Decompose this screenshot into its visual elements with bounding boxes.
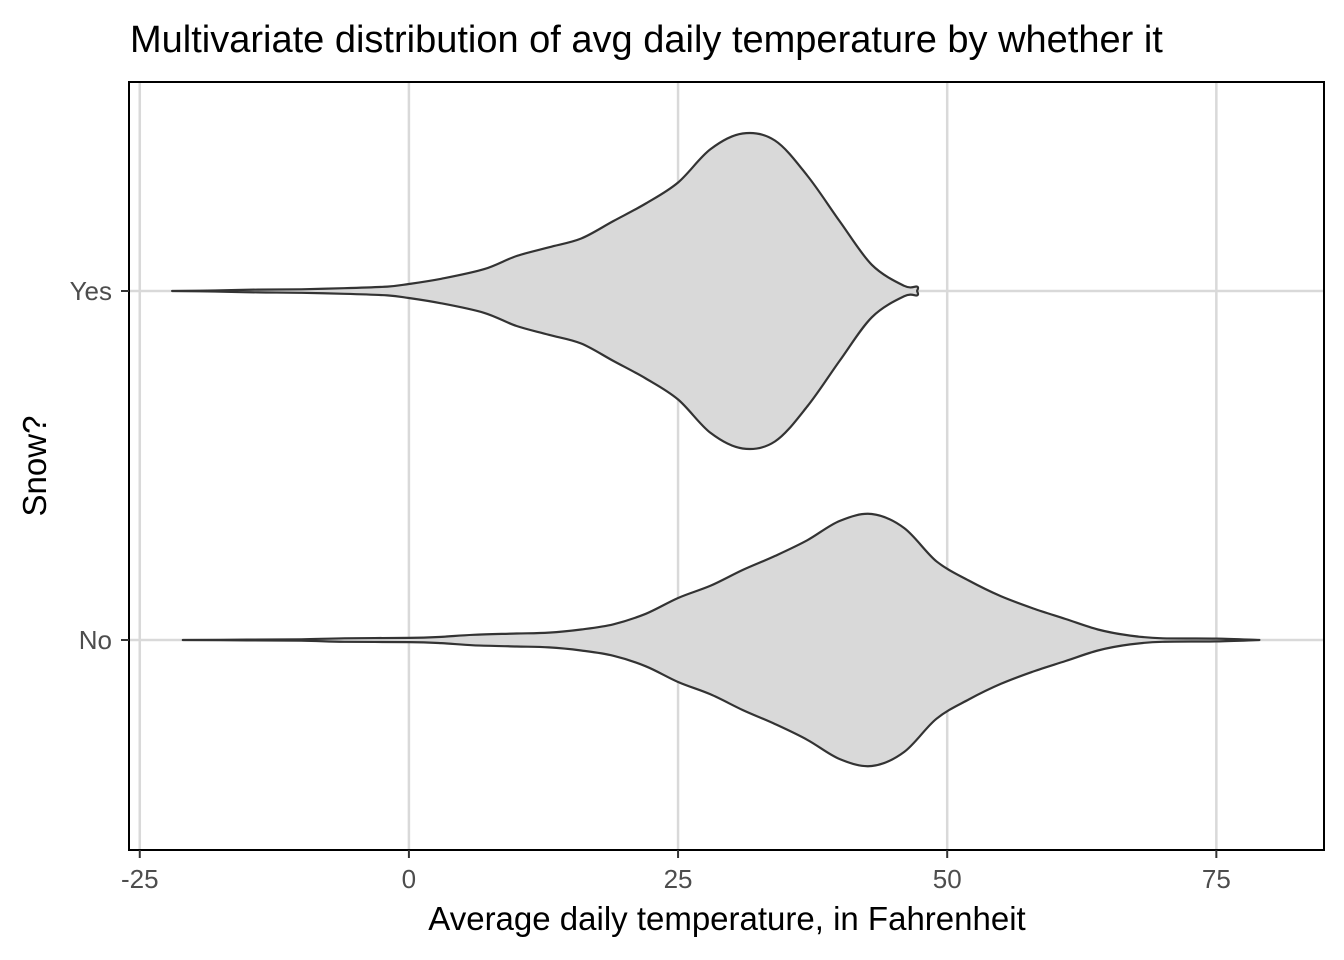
violin-yes xyxy=(171,131,920,451)
y-tick-label: No xyxy=(79,625,112,655)
x-tick-label: 25 xyxy=(664,864,693,894)
violin-no xyxy=(181,512,1261,768)
y-tick-label: Yes xyxy=(70,276,112,306)
x-tick-label: 75 xyxy=(1202,864,1231,894)
x-axis-ticks: -25 0 25 50 75 xyxy=(121,850,1231,894)
panel-border xyxy=(128,81,1325,851)
y-axis-ticks: No Yes xyxy=(70,276,129,655)
x-tick-label: 50 xyxy=(933,864,962,894)
x-axis-title: Average daily temperature, in Fahrenheit xyxy=(428,900,1025,937)
y-axis-title: Snow? xyxy=(16,416,53,517)
chart-title: Multivariate distribution of avg daily t… xyxy=(130,19,1163,61)
x-tick-label: -25 xyxy=(121,864,159,894)
violins xyxy=(171,131,1261,768)
x-tick-label: 0 xyxy=(402,864,416,894)
